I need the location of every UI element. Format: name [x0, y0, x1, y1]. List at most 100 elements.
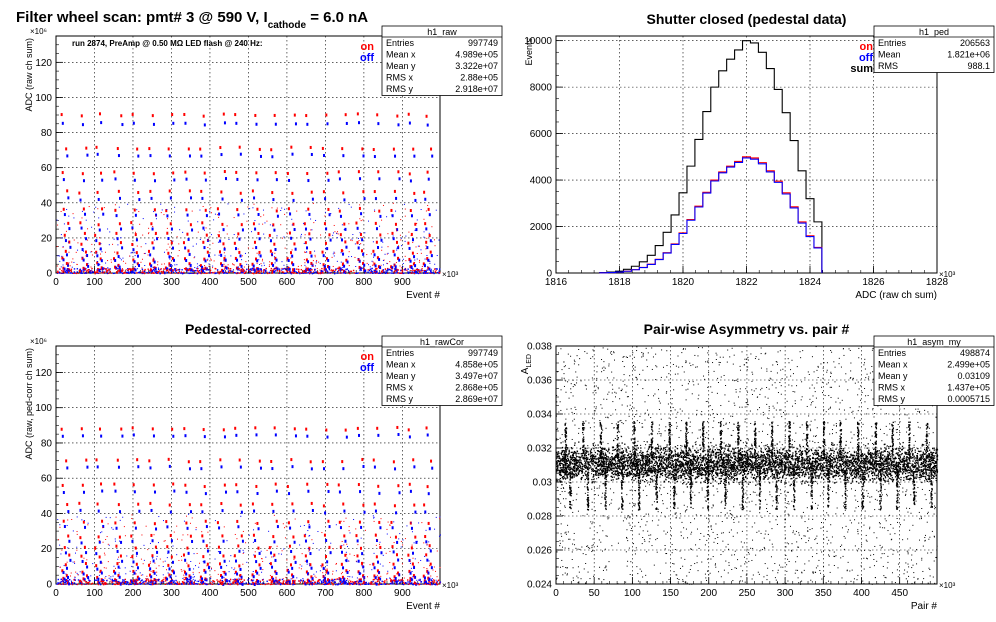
noise-point [224, 246, 226, 248]
noise-point [91, 269, 93, 271]
data-point-on [393, 263, 396, 267]
noise-point [101, 272, 103, 274]
data-point-off [221, 575, 224, 579]
noise-point [152, 556, 154, 558]
noise-point [210, 258, 212, 260]
data-point-on [204, 519, 207, 523]
data-point-on [411, 251, 414, 255]
baseline-point [359, 583, 362, 586]
data-point [646, 441, 648, 443]
data-point-off [378, 177, 381, 181]
noise-point [217, 551, 219, 553]
noise-point [122, 271, 124, 273]
baseline-point [86, 582, 88, 584]
data-point [760, 367, 762, 369]
baseline-point [64, 270, 66, 273]
data-point [564, 532, 566, 534]
noise-point [341, 272, 343, 274]
data-point-on [325, 113, 328, 117]
data-point-off [409, 571, 412, 575]
baseline-point [316, 581, 319, 584]
noise-point [130, 252, 132, 254]
noise-point [207, 246, 209, 248]
noise-point [380, 264, 382, 266]
noise-point [364, 272, 366, 274]
x-tick-label: 900 [394, 277, 411, 288]
data-point [788, 560, 790, 562]
data-point-off [155, 527, 158, 531]
data-point-off [82, 179, 85, 183]
baseline-point [62, 270, 65, 272]
noise-point [397, 574, 399, 576]
noise-point [99, 532, 101, 534]
baseline-point [370, 581, 372, 583]
noise-point [243, 266, 245, 268]
data-point-on [376, 569, 379, 573]
data-point [686, 432, 688, 434]
data-point-off [204, 259, 207, 263]
noise-point [280, 553, 282, 555]
baseline-point [66, 579, 68, 582]
noise-point [426, 272, 428, 274]
baseline-point [188, 582, 191, 584]
noise-point [382, 204, 384, 206]
noise-point [213, 582, 215, 584]
data-point-on [328, 545, 331, 549]
data-point-on [269, 562, 272, 566]
noise-point [365, 272, 367, 274]
noise-point [350, 239, 352, 241]
baseline-point [132, 579, 134, 582]
baseline-point [319, 579, 321, 581]
data-point-on [132, 258, 135, 262]
data-point-on [271, 579, 274, 583]
data-point-off [237, 525, 240, 529]
data-point-off [360, 212, 363, 216]
noise-point [191, 210, 193, 212]
stats-label: RMS y [386, 394, 414, 404]
data-point-on [238, 145, 241, 149]
noise-point [274, 252, 276, 254]
data-point-on [425, 426, 428, 430]
data-point-on [166, 545, 169, 549]
noise-point [253, 579, 255, 581]
noise-point [327, 583, 329, 585]
data-point-off [205, 525, 208, 529]
data-point-off [255, 246, 258, 250]
data-point-off [221, 197, 224, 201]
data-point-on [234, 426, 237, 430]
baseline-point [339, 272, 341, 274]
data-point [665, 392, 667, 394]
stats-box-name: h1_ped [919, 27, 949, 37]
noise-point [288, 583, 290, 585]
data-point [909, 475, 911, 477]
data-point-on [361, 561, 364, 565]
baseline-point [436, 581, 439, 583]
legend-label-off: off [360, 52, 374, 64]
baseline-point [278, 583, 280, 585]
baseline-point [257, 268, 260, 271]
baseline-point [399, 581, 402, 583]
noise-point [247, 206, 249, 208]
data-point-on [115, 231, 118, 235]
plot-frame [55, 345, 441, 585]
baseline-point [69, 578, 71, 581]
baseline-point [243, 579, 245, 581]
data-point-on [358, 206, 361, 210]
baseline-point [225, 579, 227, 581]
baseline-point [215, 268, 217, 270]
noise-point [139, 223, 141, 225]
noise-point [223, 272, 225, 274]
data-point-off [294, 434, 297, 438]
data-point-on [131, 426, 134, 430]
noise-point [278, 272, 280, 274]
baseline-point [407, 581, 409, 583]
noise-point [60, 210, 62, 212]
data-point-off [170, 227, 173, 231]
baseline-point [243, 269, 245, 271]
noise-point [218, 216, 220, 218]
noise-point [110, 261, 112, 263]
noise-point [148, 581, 150, 583]
data-point-off [219, 239, 222, 243]
baseline-point [378, 583, 380, 586]
noise-point [169, 246, 171, 248]
